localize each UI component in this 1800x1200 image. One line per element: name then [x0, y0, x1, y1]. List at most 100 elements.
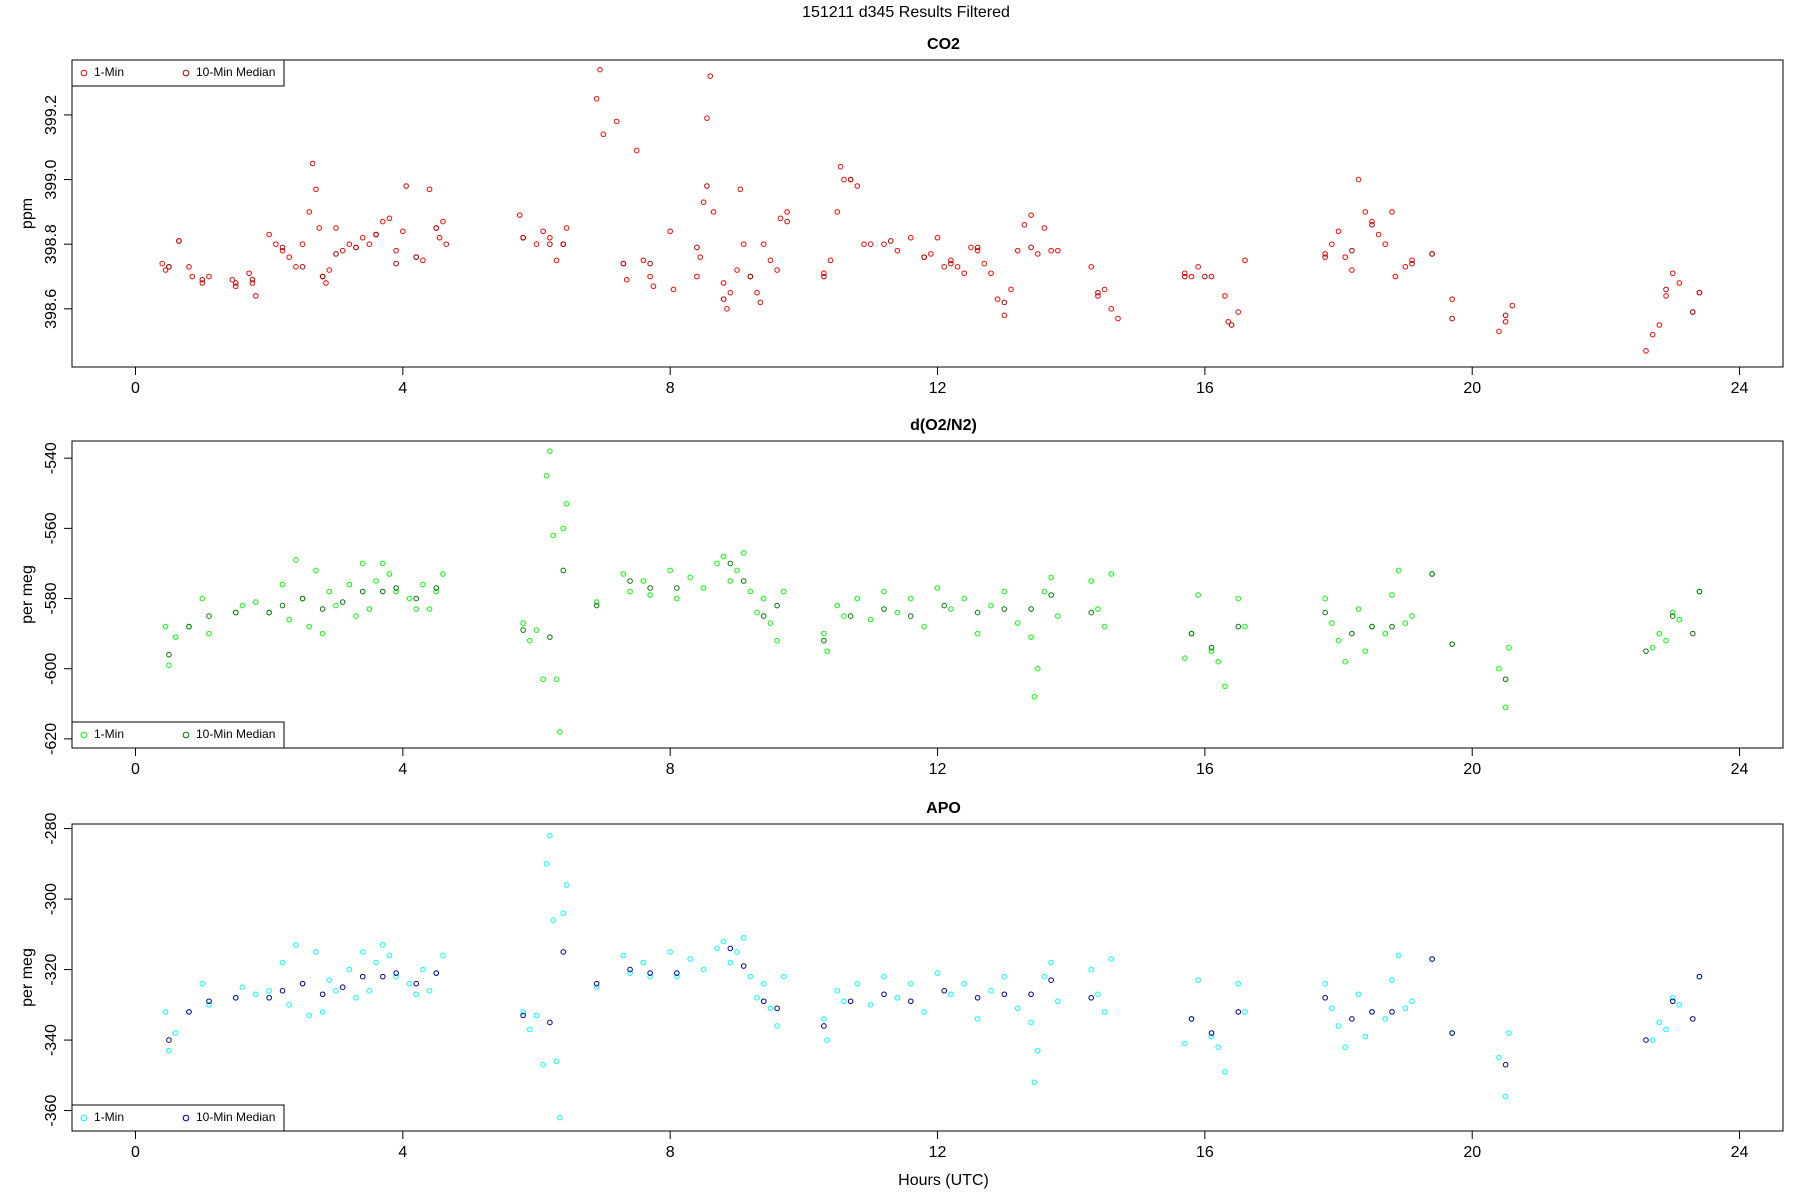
point: [1502, 676, 1509, 683]
point: [1355, 176, 1362, 183]
point: [740, 935, 747, 941]
point: [1389, 1009, 1395, 1015]
point: [704, 183, 710, 189]
legend-label: 1-Min: [94, 1110, 124, 1124]
y-tick-label: -320: [43, 953, 60, 985]
point: [1048, 592, 1054, 598]
point: [162, 267, 169, 273]
point: [1689, 309, 1696, 315]
point: [734, 567, 740, 574]
point: [413, 595, 420, 602]
point: [1663, 286, 1669, 293]
point: [252, 293, 259, 299]
point: [593, 602, 600, 609]
point: [667, 567, 673, 574]
y-tick-label: -540: [43, 442, 60, 474]
point: [199, 276, 206, 283]
point: [1031, 693, 1038, 700]
point: [373, 231, 379, 238]
point: [881, 606, 887, 612]
point: [687, 574, 694, 581]
point: [273, 241, 279, 247]
point: [867, 241, 874, 247]
point: [1369, 623, 1375, 630]
point: [162, 1009, 169, 1015]
point: [667, 949, 673, 955]
point: [1182, 273, 1188, 280]
point: [1208, 1030, 1215, 1036]
point: [1095, 991, 1101, 998]
point: [323, 280, 329, 286]
point: [1225, 318, 1232, 325]
point: [1696, 588, 1703, 595]
point: [543, 861, 550, 867]
point: [1342, 254, 1349, 260]
y-tick-label: 399.2: [43, 95, 60, 135]
point: [266, 994, 272, 1001]
point: [841, 613, 847, 619]
point: [720, 553, 727, 560]
point: [647, 970, 653, 976]
point: [1449, 1030, 1455, 1036]
point: [400, 228, 406, 235]
point: [199, 280, 206, 286]
point: [279, 987, 286, 994]
point: [1355, 991, 1362, 998]
point: [1656, 1019, 1663, 1026]
point: [941, 264, 948, 270]
x-tick-label: 4: [398, 380, 407, 397]
x-tick-label: 0: [131, 761, 140, 778]
point: [162, 623, 169, 630]
point: [784, 218, 790, 225]
point: [379, 942, 386, 948]
point: [824, 1037, 831, 1043]
legend-marker: [182, 731, 190, 739]
point: [426, 987, 433, 994]
point: [1028, 244, 1034, 251]
point: [206, 613, 212, 619]
point: [293, 264, 299, 270]
point: [961, 270, 968, 277]
point: [1502, 1093, 1509, 1100]
point: [1429, 251, 1435, 257]
point: [232, 609, 239, 616]
point: [1088, 609, 1095, 616]
point: [339, 599, 346, 605]
legend-label: 1-Min: [94, 65, 124, 79]
point: [1382, 241, 1389, 247]
point: [393, 260, 399, 267]
point: [881, 588, 887, 595]
point: [393, 973, 399, 980]
point: [627, 966, 633, 973]
x-axis-label: Hours (UTC): [898, 1172, 989, 1189]
legend-box: [71, 1104, 285, 1132]
point: [700, 199, 707, 205]
point: [1676, 616, 1683, 623]
point: [520, 620, 526, 626]
point: [547, 1019, 553, 1026]
x-tick-label: 8: [666, 380, 675, 397]
point: [386, 215, 393, 222]
point: [854, 595, 861, 602]
point: [1322, 609, 1328, 616]
point: [533, 1012, 540, 1019]
point: [734, 949, 740, 955]
point: [934, 585, 941, 591]
point: [199, 980, 206, 987]
point: [1362, 1033, 1369, 1040]
point: [1048, 977, 1054, 983]
point: [974, 244, 981, 251]
point: [821, 1023, 827, 1029]
point: [1322, 595, 1328, 602]
point: [1696, 973, 1703, 980]
point: [232, 280, 239, 286]
point: [727, 578, 734, 584]
point: [837, 163, 844, 170]
point: [252, 599, 259, 605]
point: [1669, 270, 1676, 277]
point: [881, 991, 887, 998]
point: [386, 952, 393, 959]
point: [1502, 318, 1509, 325]
point: [413, 254, 420, 260]
point: [359, 560, 366, 567]
